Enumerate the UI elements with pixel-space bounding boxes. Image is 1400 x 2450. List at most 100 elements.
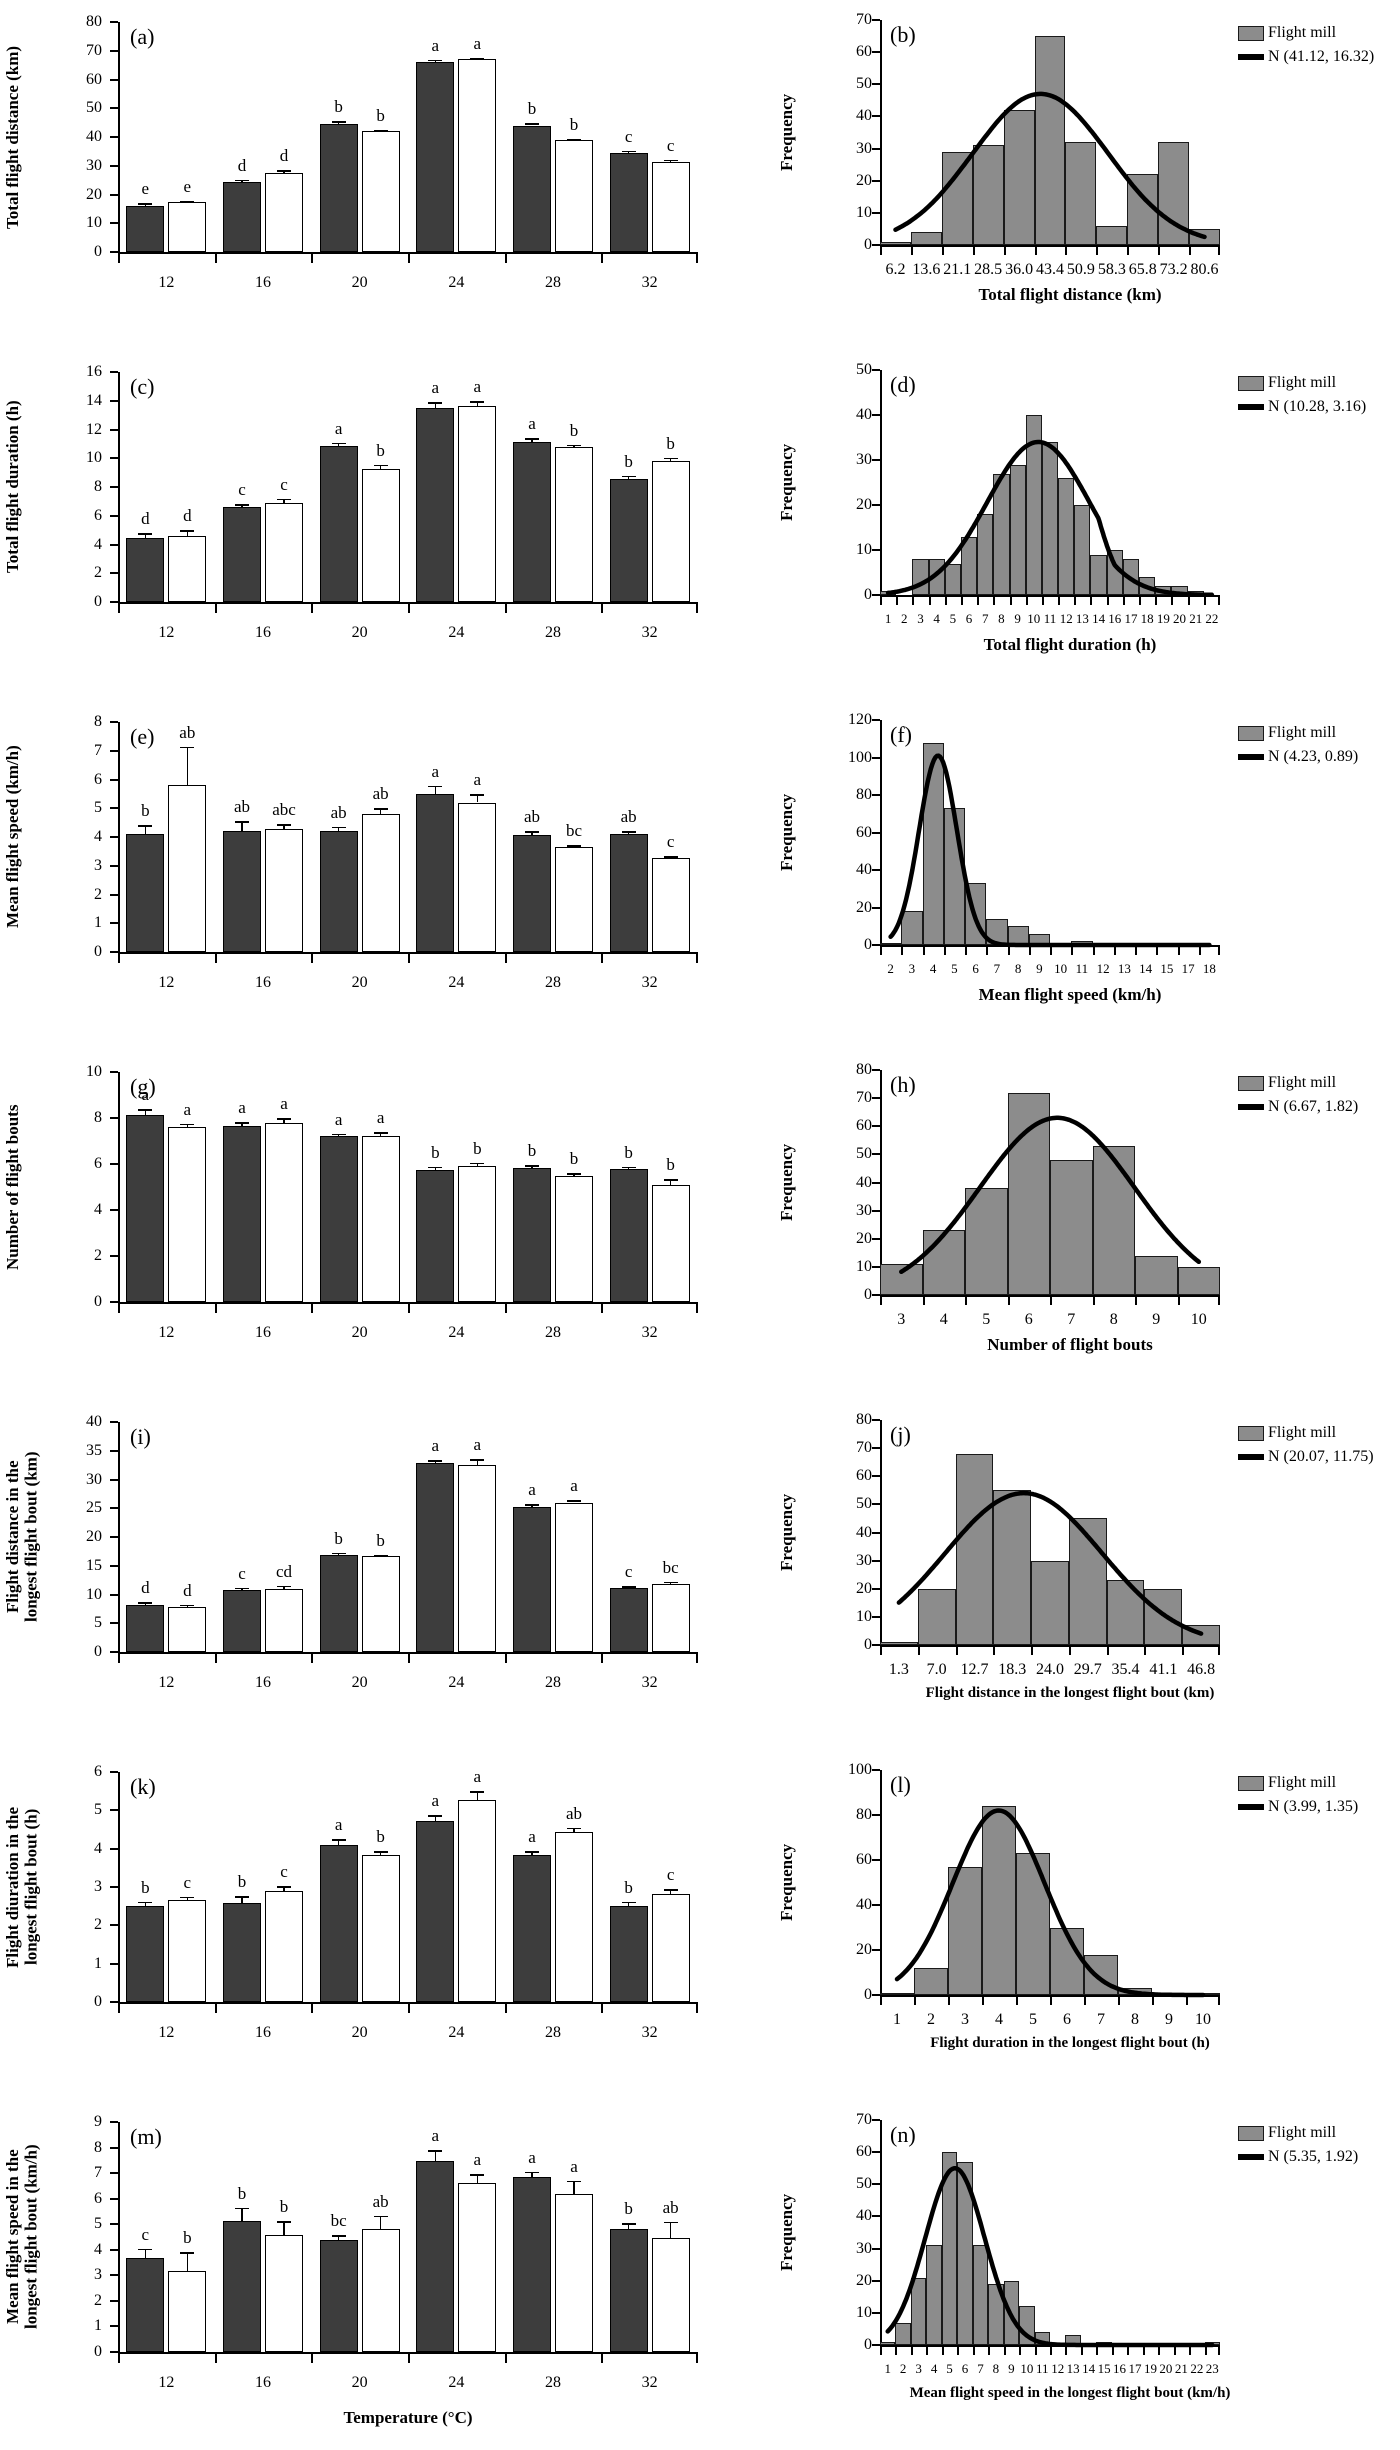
- x-tick-label: 32: [641, 624, 658, 641]
- y-tick-label: 60: [86, 70, 102, 88]
- legend-swatch-flight-mill: [1238, 375, 1264, 391]
- error-bar-cap: [428, 785, 443, 788]
- x-tick-label: 16: [1108, 611, 1122, 626]
- legend: Flight mill N (10.28, 3.16): [1238, 374, 1366, 422]
- y-tick-mark: [110, 864, 118, 867]
- y-tick-label: 0: [864, 1636, 872, 1653]
- y-tick-mark: [110, 951, 118, 953]
- x-tick-mark: [941, 247, 944, 255]
- bar-k-16-light: [265, 1890, 303, 2002]
- error-bar-cap: [663, 159, 678, 162]
- x-tick-label: 28: [545, 2374, 561, 2391]
- legend-label-normal: N (41.12, 16.32): [1268, 48, 1375, 65]
- y-tick-label: 50: [856, 361, 872, 378]
- x-tick-mark: [1092, 947, 1095, 955]
- panel-letter: (a): [130, 24, 155, 49]
- significance-letter: b: [183, 2228, 192, 2248]
- x-tick-mark: [118, 2004, 120, 2013]
- legend-label-flight-mill: Flight mill: [1268, 1424, 1337, 1441]
- bar-a-12-light: [168, 202, 207, 252]
- error-bar: [186, 1896, 189, 1901]
- y-tick-label: 12: [86, 420, 102, 438]
- significance-letter: b: [376, 1827, 385, 1847]
- x-tick-label: 4: [939, 1311, 948, 1328]
- x-tick-label: 35.4: [1111, 1661, 1140, 1678]
- x-tick-label: 17: [1124, 611, 1138, 626]
- error-bar-cap: [180, 1604, 195, 1607]
- bar-i-32-dark: [609, 1588, 648, 1652]
- y-tick-mark: [110, 1449, 118, 1452]
- panel-letter: (e): [130, 724, 155, 749]
- x-tick-mark: [1111, 2347, 1114, 2355]
- y-tick-mark: [110, 1809, 118, 1812]
- bar-k-32-dark: [609, 1906, 648, 2002]
- significance-letter: a: [431, 1791, 440, 1811]
- y-tick-mark: [872, 369, 880, 371]
- x-tick-label: 13: [1117, 961, 1131, 976]
- significance-letter: c: [666, 1865, 675, 1885]
- error-bar: [434, 1459, 437, 1464]
- x-tick-mark: [960, 597, 963, 605]
- significance-letter: cd: [275, 1561, 293, 1581]
- error-bar-cap: [180, 2252, 195, 2254]
- x-tick-mark: [1152, 1997, 1154, 2005]
- y-tick-mark: [110, 428, 118, 431]
- y-axis: [118, 1772, 120, 2002]
- y-tick-mark: [872, 719, 880, 721]
- y-tick-mark: [110, 1536, 118, 1538]
- bar-m-16-dark: [223, 2221, 261, 2352]
- error-bar: [434, 1815, 437, 1822]
- y-tick-mark: [110, 49, 118, 52]
- error-bar-cap: [621, 475, 636, 478]
- y-tick-label: 2: [94, 1916, 102, 1934]
- x-tick-label: 24: [448, 1324, 465, 1341]
- x-tick-mark: [880, 2347, 882, 2355]
- bar-m-28-dark: [513, 2177, 551, 2352]
- x-tick-label: 1: [893, 2011, 901, 2028]
- significance-letter: b: [624, 1877, 633, 1897]
- y-tick-label: 40: [86, 1413, 102, 1430]
- error-bar: [186, 530, 189, 537]
- y-tick-label: 4: [94, 1201, 102, 1218]
- x-tick-mark: [1204, 2347, 1207, 2355]
- error-bar: [379, 808, 382, 814]
- y-tick-label: 40: [856, 2207, 872, 2225]
- y-tick-label: 10: [86, 1063, 102, 1080]
- x-tick-mark: [1189, 247, 1192, 255]
- significance-letter: b: [624, 1142, 633, 1162]
- bar-i-28-light: [555, 1502, 593, 1652]
- bar-c-16-dark: [223, 507, 261, 602]
- x-tick-mark: [944, 597, 947, 605]
- x-tick-mark: [1003, 247, 1006, 255]
- x-tick-label: 10: [1020, 2361, 1034, 2376]
- y-tick-mark: [872, 1644, 880, 1646]
- y-tick-mark: [110, 1478, 118, 1481]
- y-tick-mark: [872, 944, 880, 946]
- error-bar: [283, 824, 285, 830]
- y-tick-mark: [872, 147, 880, 150]
- bar-c-28-dark: [513, 442, 551, 602]
- histogram-bar: [977, 514, 994, 595]
- error-bar-cap: [663, 1179, 678, 1181]
- x-tick-mark: [972, 247, 975, 255]
- x-tick-label: 6.2: [885, 261, 906, 278]
- y-tick-label: 0: [864, 1286, 872, 1303]
- legend-swatch-flight-mill: [1238, 1425, 1264, 1441]
- significance-letter: d: [183, 506, 192, 526]
- x-axis-label: Flight duration in the longest flight bo…: [930, 2035, 1210, 2051]
- y-tick-label: 16: [86, 363, 102, 380]
- bar-k-28-dark: [513, 1855, 551, 2002]
- error-bar-cap: [180, 746, 195, 749]
- y-tick-label: 14: [86, 391, 102, 409]
- y-tick-mark: [110, 514, 118, 517]
- significance-letter: d: [183, 1580, 192, 1600]
- histogram-panel-l: 0 20 40 60 80 100 Frequency (l) 1 2 3 4 5 6 7 8 9 10 Fligh…: [760, 1750, 1400, 2100]
- histogram-bar: [1003, 110, 1035, 245]
- y-tick-label: 20: [856, 2271, 872, 2289]
- significance-letter: b: [666, 1155, 675, 1175]
- bar-i-24-dark: [416, 1463, 455, 1652]
- y-axis: [118, 2122, 120, 2352]
- x-tick-mark: [972, 2347, 975, 2355]
- bar-panel-i: 0 5 10 15 20 25 30 35 40 Flight distance in the l…: [0, 1400, 760, 1750]
- y-tick-mark: [110, 457, 118, 460]
